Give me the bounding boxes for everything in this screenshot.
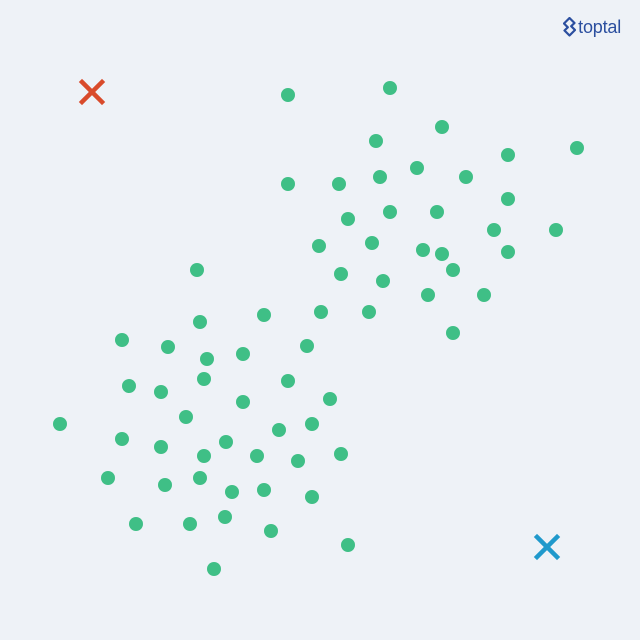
data-point <box>154 385 168 399</box>
data-point <box>272 423 286 437</box>
data-point <box>193 471 207 485</box>
data-point <box>383 205 397 219</box>
data-point <box>334 447 348 461</box>
data-point <box>570 141 584 155</box>
data-point <box>435 247 449 261</box>
data-point <box>487 223 501 237</box>
data-point <box>236 347 250 361</box>
data-point <box>459 170 473 184</box>
data-point <box>193 315 207 329</box>
data-point <box>218 510 232 524</box>
data-point <box>190 263 204 277</box>
data-point <box>158 478 172 492</box>
toptal-logo: toptal <box>563 17 621 37</box>
data-point <box>264 524 278 538</box>
data-point <box>225 485 239 499</box>
data-point <box>430 205 444 219</box>
data-point <box>122 379 136 393</box>
data-point <box>373 170 387 184</box>
data-point <box>219 435 233 449</box>
data-point <box>183 517 197 531</box>
data-point <box>501 192 515 206</box>
data-point <box>332 177 346 191</box>
data-point <box>410 161 424 175</box>
data-point <box>435 120 449 134</box>
data-point <box>197 449 211 463</box>
toptal-logo-text: toptal <box>578 17 621 37</box>
data-point <box>250 449 264 463</box>
data-point <box>281 177 295 191</box>
data-point <box>376 274 390 288</box>
centroid-marker-blue <box>533 533 561 561</box>
data-point <box>365 236 379 250</box>
data-point <box>334 267 348 281</box>
data-point <box>305 490 319 504</box>
toptal-mark-icon <box>563 17 577 37</box>
data-point <box>446 326 460 340</box>
data-point <box>291 454 305 468</box>
data-point <box>549 223 563 237</box>
data-point <box>305 417 319 431</box>
data-point <box>341 538 355 552</box>
data-point <box>129 517 143 531</box>
data-point <box>197 372 211 386</box>
data-point <box>341 212 355 226</box>
data-point <box>281 88 295 102</box>
data-point <box>300 339 314 353</box>
data-point <box>154 440 168 454</box>
data-point <box>101 471 115 485</box>
data-point <box>161 340 175 354</box>
data-point <box>200 352 214 366</box>
data-point <box>501 245 515 259</box>
data-point <box>421 288 435 302</box>
data-point <box>323 392 337 406</box>
data-point <box>312 239 326 253</box>
data-point <box>383 81 397 95</box>
data-point <box>369 134 383 148</box>
data-point <box>115 432 129 446</box>
data-point <box>115 333 129 347</box>
data-point <box>257 483 271 497</box>
data-point <box>53 417 67 431</box>
data-point <box>257 308 271 322</box>
data-point <box>314 305 328 319</box>
centroid-marker-red <box>78 78 106 106</box>
data-point <box>501 148 515 162</box>
data-point <box>477 288 491 302</box>
data-point <box>281 374 295 388</box>
data-point <box>446 263 460 277</box>
data-point <box>416 243 430 257</box>
data-point <box>236 395 250 409</box>
data-point <box>207 562 221 576</box>
data-point <box>179 410 193 424</box>
data-point <box>362 305 376 319</box>
